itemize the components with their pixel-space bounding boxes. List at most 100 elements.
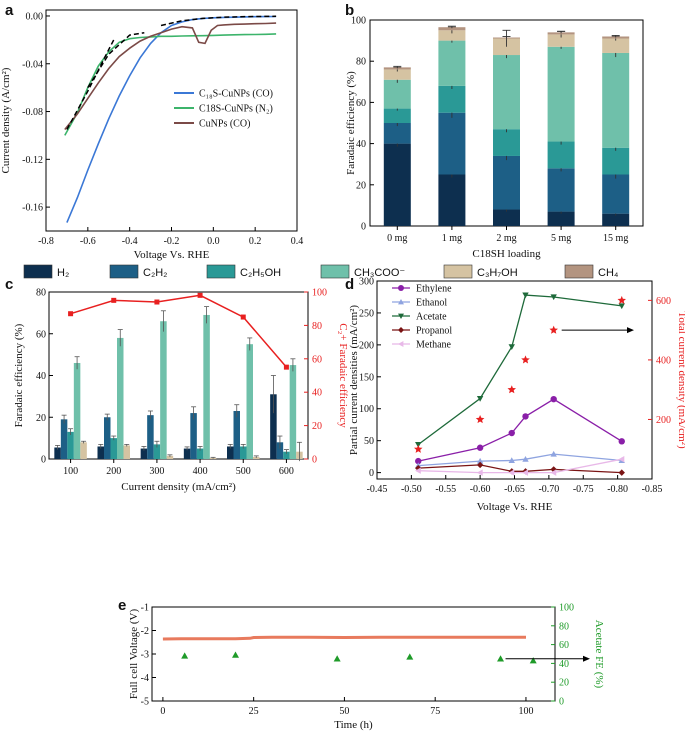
panel-b-bar-3-0 — [383, 79, 411, 109]
panel-d-y-label: Partial current densities (mA/cm²) — [348, 305, 360, 456]
panel-b-x-tick-label: 5 mg — [551, 233, 571, 244]
panel-d-series-marker-0 — [508, 429, 515, 437]
panel-b-bar-0-1 — [438, 174, 466, 226]
panel-c-x-label: Current density (mA/cm²) — [121, 481, 236, 493]
panel-e-y-tick-label: -5 — [141, 697, 149, 708]
panel-b-x-tick-label: 1 mg — [442, 233, 462, 244]
panel-c-c2-marker — [197, 292, 203, 298]
panel-c-y2-tick-label: 80 — [312, 321, 322, 332]
panel-b-bar-4-3 — [547, 34, 575, 47]
panel-c-x-tick-label: 100 — [63, 466, 78, 477]
panel-d-series-line-1 — [418, 453, 622, 467]
panel-a-y-label: Current density (A/cm²) — [0, 67, 12, 173]
panel-b-bar-1-3 — [547, 168, 575, 212]
panel-c-bar-1-1 — [104, 417, 111, 459]
panel-d-y-tick-label: 50 — [364, 436, 374, 447]
panel-d-total-marker — [507, 385, 516, 394]
panel-c-y2-tick-label: 0 — [312, 455, 317, 466]
panel-d-y2-tick-label: 600 — [656, 296, 671, 307]
panel-d-x-tick-label: -0.70 — [538, 484, 559, 495]
panel-c-bar-2-5 — [283, 451, 290, 459]
species-legend-swatch — [564, 264, 594, 279]
panel-e-y-tick-label: -2 — [141, 626, 149, 637]
panel-a-legend-label: C18S-CuNPs (N₂) — [199, 104, 273, 115]
panel-d-series-marker-3 — [618, 469, 625, 476]
panel-e-y2-tick-label: 100 — [559, 603, 574, 614]
panel-a-x-tick-label: -0.6 — [80, 236, 96, 247]
panel-d-total-marker — [414, 444, 423, 453]
panel-b-y-tick-label: 60 — [356, 98, 366, 109]
panel-b-bar-1-1 — [438, 112, 466, 175]
panel-d-legend-marker — [398, 313, 404, 319]
species-legend-swatch — [109, 264, 139, 279]
panel-d-series-line-0 — [418, 398, 623, 462]
panel-d-y2-label: Total current density (mA/cm²) — [676, 311, 685, 449]
panel-c-bar-0-5 — [270, 394, 277, 459]
panel-e-x-label: Time (h) — [334, 719, 373, 731]
panel-c-bar-3-2 — [160, 321, 167, 459]
panel-e-arrow-head — [583, 655, 590, 662]
panel-c-bar-3-0 — [73, 362, 81, 459]
panel-e-y-tick-label: -1 — [141, 603, 149, 614]
panel-b-bar-3-4 — [602, 52, 630, 148]
panel-b-bar-4-0 — [383, 69, 411, 80]
panel-c-x-tick-label: 500 — [236, 466, 251, 477]
panel-d-series-marker-2 — [618, 303, 625, 310]
panel-d-y-tick-label: 150 — [359, 372, 374, 383]
panel-c-bar-4-2 — [166, 455, 174, 459]
panel-c-y2-tick-label: 40 — [312, 388, 322, 399]
panel-c-bar-2-0 — [67, 431, 74, 459]
panel-b-bar-3-1 — [438, 40, 466, 86]
panel-d-y-tick-label: 100 — [359, 404, 374, 415]
panel-e-fe-marker — [333, 655, 341, 662]
panel-a-y-tick-label: -0.08 — [22, 107, 43, 118]
panel-d-x-label: Voltage Vs. RHE — [477, 501, 553, 513]
panel-a-y-tick-label: -0.04 — [22, 59, 43, 70]
panel-d-series-marker-4 — [550, 469, 557, 476]
panel-d-legend-marker — [398, 299, 404, 305]
panel-b-bar-3-3 — [547, 46, 575, 142]
panel-a-x-tick-label: -0.2 — [164, 236, 180, 247]
panel-d-series-marker-1 — [476, 457, 484, 464]
panel-b-bar-1-0 — [383, 123, 411, 144]
panel-e-fe-marker — [497, 655, 505, 662]
panel-letter-a: a — [5, 2, 14, 19]
panel-a-legend-label: C₁₈S-CuNPs (CO) — [199, 89, 273, 100]
panel-d-series-marker-0 — [415, 457, 422, 465]
panel-c-bar-0-4 — [227, 446, 234, 459]
panel-a-y-tick-label: 0.00 — [26, 11, 44, 22]
panel-d-series-marker-2 — [508, 344, 515, 350]
panel-d-legend-label: Ethanol — [416, 298, 447, 309]
panel-b-x-tick-label: 15 mg — [603, 233, 628, 244]
panel-e-voltage-line — [162, 635, 526, 641]
panel-d-series-marker-4 — [476, 469, 483, 476]
panel-c-y2-tick-label: 60 — [312, 354, 322, 365]
panel-e-x-tick-label: 75 — [430, 706, 440, 717]
panel-d-series-line-2 — [417, 294, 622, 446]
panel-e-y-tick-label: -3 — [141, 650, 149, 661]
panel-letter-b: b — [345, 2, 354, 19]
panel-c-bar-1-0 — [60, 419, 68, 459]
panel-b-bar-2-4 — [602, 147, 630, 175]
panel-c-bar-1-3 — [190, 413, 197, 459]
panel-e-y2-tick-label: 40 — [559, 659, 569, 670]
panel-d-y2-tick-label: 200 — [656, 415, 671, 426]
panel-c-bar-1-2 — [147, 415, 154, 459]
panel-c-bar-1-5 — [276, 442, 284, 459]
panel-d-series-marker-0 — [522, 413, 529, 420]
panel-d-series-marker-3 — [476, 461, 484, 469]
panel-b-bar-1-2 — [493, 155, 520, 210]
panel-d-x-tick-label: -0.55 — [435, 484, 456, 495]
panel-d-y-tick-label: 250 — [359, 308, 374, 319]
panel-d-x-tick-label: -0.50 — [401, 484, 422, 495]
panel-c-c2-marker — [240, 314, 246, 320]
panel-d-series-marker-2 — [476, 395, 484, 402]
panel-a-fit-dashed-1 — [87, 31, 145, 88]
panel-c-y-tick-label: 40 — [36, 371, 46, 382]
panel-b-bar-2-2 — [493, 129, 520, 156]
panel-c-y-tick-label: 0 — [41, 455, 46, 466]
species-legend-swatch — [206, 264, 236, 279]
panel-d-total-marker — [475, 415, 485, 424]
panel-b-bar-2-1 — [438, 85, 466, 113]
panel-c-y2-label: C₂+ Faradaic efficiency — [337, 323, 349, 428]
